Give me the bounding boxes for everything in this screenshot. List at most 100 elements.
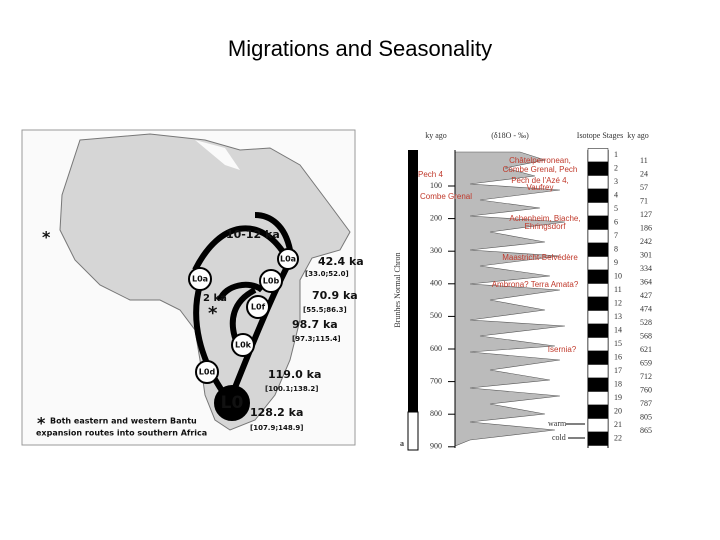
site-label: Ehringsdorf: [525, 222, 567, 231]
node-label: L0k: [235, 341, 252, 350]
node-age: 70.9 ka: [312, 289, 358, 302]
map-panel: 10-12 ka 2 ka L0a 42.4 ka [33.0;52.0] L0a L0b 7…: [21, 129, 364, 446]
site-label: Pech de l'Azé 4,: [511, 176, 569, 185]
stage-label: 2: [614, 163, 618, 172]
stage-cell: [587, 148, 609, 163]
y-tick-label: 500: [430, 311, 442, 320]
site-label: Combe Grenal, Pech: [503, 165, 578, 174]
stage-cell: [587, 337, 609, 352]
stage-age: 712: [640, 372, 652, 381]
y-tick-label: 800: [430, 409, 442, 418]
stage-label: 21: [614, 420, 622, 429]
arrow-label: 10-12 ka: [226, 228, 280, 241]
y-tick-label: 300: [430, 246, 442, 255]
stage-cell: [587, 418, 609, 433]
climate-panel: ky ago (δ18O - ‰) Isotope Stages ky ago Brun…: [385, 128, 690, 451]
stage-cell: [587, 188, 609, 203]
y-tick-label: 700: [430, 376, 442, 385]
legend-label: warm: [548, 419, 567, 428]
stage-age: 659: [640, 358, 652, 367]
stage-age: 787: [640, 399, 652, 408]
asterisk: *: [42, 228, 51, 247]
site-label: Vaufrey: [527, 183, 554, 192]
axis-title: Isotope Stages: [577, 131, 623, 140]
stage-label: 8: [614, 244, 618, 253]
y-tick-label: 200: [430, 213, 442, 222]
node-range: [33.0;52.0]: [305, 270, 349, 278]
stage-cell: [587, 161, 609, 176]
note-line: Both eastern and western Bantu: [50, 417, 197, 426]
stage-age: 242: [640, 237, 652, 246]
site-label: Isernia?: [548, 345, 577, 354]
site-label: Achenheim, Biache,: [509, 214, 580, 223]
y-tick-label: 400: [430, 279, 442, 288]
stage-label: 15: [614, 339, 622, 348]
node-range: [55.5;86.3]: [303, 306, 347, 314]
asterisk: *: [208, 303, 218, 324]
node-age: 119.0 ka: [268, 368, 321, 381]
node-label: L0: [221, 393, 244, 413]
stage-cell: [587, 242, 609, 257]
stage-age: 127: [640, 210, 652, 219]
stage-label: 1: [614, 150, 618, 159]
stage-label: 9: [614, 258, 618, 267]
chron-bar: [408, 150, 418, 412]
stage-label: 22: [614, 433, 622, 442]
stage-cell: [587, 256, 609, 271]
isotope-curve: [454, 151, 566, 447]
stage-cell: [587, 215, 609, 230]
stage-label: 13: [614, 312, 622, 321]
stage-age: 568: [640, 331, 652, 340]
stage-label: 18: [614, 379, 622, 388]
stage-cell: [587, 269, 609, 284]
node-label: L0a: [280, 255, 296, 264]
stage-age: 57: [640, 183, 648, 192]
stage-label: 3: [614, 177, 618, 186]
stage-cell: [587, 310, 609, 325]
stage-age: 805: [640, 412, 652, 421]
stage-cell: [587, 364, 609, 379]
legend-label: cold: [552, 433, 566, 442]
site-label: Châtelperronean,: [509, 156, 571, 165]
stage-cell: [587, 296, 609, 311]
stage-label: 14: [614, 325, 622, 334]
stage-cell: [587, 377, 609, 392]
chron-bar-end: [407, 411, 419, 451]
site-label: Combe Grenal: [420, 192, 472, 201]
stage-label: 7: [614, 231, 618, 240]
stage-age: 71: [640, 196, 648, 205]
slide-title: Migrations and Seasonality: [228, 36, 492, 61]
node-label: L0b: [263, 277, 280, 286]
panel-label: a: [400, 439, 404, 448]
stage-age: 334: [640, 264, 652, 273]
stage-label: 6: [614, 217, 618, 226]
node-label: L0d: [199, 368, 216, 377]
axis-title: ky ago: [627, 131, 649, 140]
site-label: Pech 4: [418, 170, 443, 179]
stage-age: 24: [640, 169, 648, 178]
stage-age: 865: [640, 426, 652, 435]
stage-age: 528: [640, 318, 652, 327]
chron-label: Brunhes Normal Chron: [393, 252, 402, 327]
stage-label: 12: [614, 298, 622, 307]
stage-age: 621: [640, 345, 652, 354]
stage-age: 186: [640, 223, 652, 232]
y-tick-label: 900: [430, 442, 442, 451]
node-circles: [188, 248, 299, 421]
note-line: expansion routes into southern Africa: [36, 429, 207, 438]
node-range: [107.9;148.9]: [250, 424, 303, 432]
asterisk: *: [37, 414, 46, 433]
stage-label: 4: [614, 190, 618, 199]
stage-label: 5: [614, 204, 618, 213]
node-age: 128.2 ka: [250, 406, 303, 419]
node-label: L0a: [192, 275, 208, 284]
node-range: [97.3;115.4]: [292, 335, 341, 343]
stage-cell: [587, 283, 609, 298]
stage-cell: [587, 175, 609, 190]
migration-arrows: [192, 212, 293, 397]
stage-label: 10: [614, 271, 622, 280]
node-label: L0f: [251, 303, 266, 312]
stage-cell: [587, 404, 609, 419]
